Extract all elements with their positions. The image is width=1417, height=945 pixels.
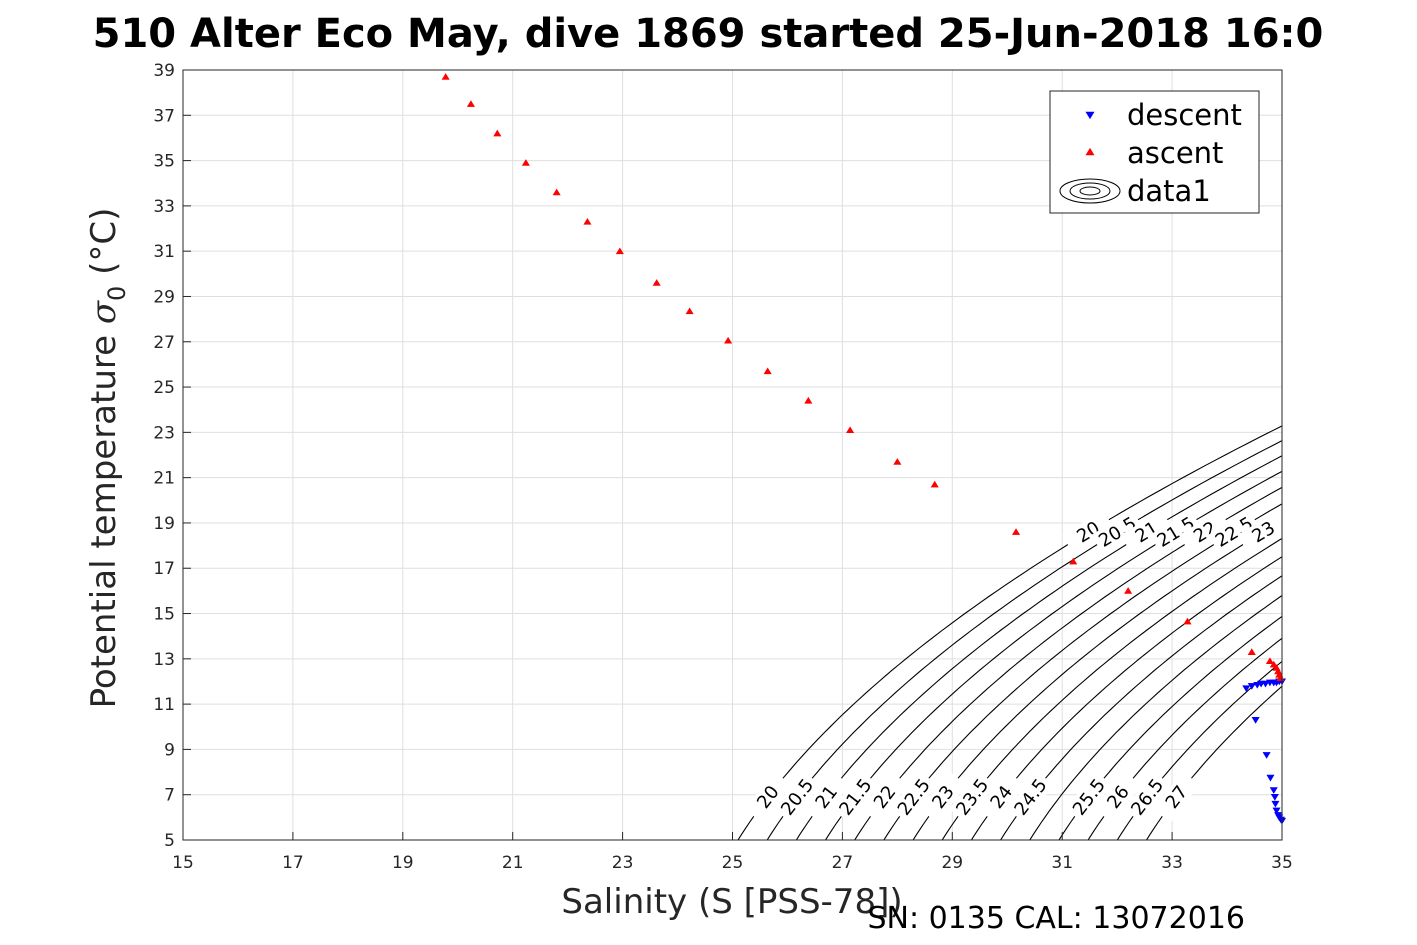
y-tick-label: 33 [153, 197, 175, 217]
y-tick-label: 13 [153, 650, 175, 670]
y-tick-label: 37 [153, 106, 175, 126]
ascent-point [1247, 648, 1256, 655]
isopycnal-line [912, 520, 1282, 840]
isopycnal-line [1029, 594, 1282, 840]
y-tick-label: 19 [153, 514, 175, 534]
x-tick-label: 29 [941, 853, 963, 873]
y-tick-label: 23 [153, 423, 175, 443]
density-contours [737, 425, 1282, 840]
legend-label-data1: data1 [1127, 174, 1211, 208]
ascent-point [521, 159, 530, 166]
ascent-point [1124, 587, 1133, 594]
ascent-point [466, 100, 475, 107]
isopycnal-line [766, 440, 1282, 840]
descent-point [1266, 774, 1275, 782]
descent-point [1247, 683, 1256, 690]
isopycnal-line [1087, 637, 1282, 840]
x-tick-label: 31 [1051, 853, 1073, 873]
legend-ascent-marker [1085, 147, 1095, 156]
contour-label: 23 [919, 771, 967, 823]
y-tick-label: 25 [153, 378, 175, 398]
ascent-point [1265, 657, 1274, 665]
y-tick-label: 35 [153, 152, 175, 172]
ascent-point [804, 396, 813, 404]
isopycnal-line [999, 575, 1282, 840]
y-tick-label: 9 [164, 740, 175, 760]
axis-ticks: 15 17 19 21 23 25 27 29 31 33 35579111315171921232… [153, 61, 1292, 873]
isopycnal-line [854, 486, 1282, 840]
legend-contour-icon [1059, 178, 1121, 204]
y-tick-label: 15 [153, 605, 175, 625]
descent-point [1271, 800, 1280, 808]
legend-label-descent: descent [1127, 98, 1242, 132]
y-tick-label: 29 [153, 287, 175, 307]
legend-label-ascent: ascent [1127, 136, 1223, 170]
ascent-point [893, 458, 902, 465]
ascent-point [441, 73, 450, 80]
descent-point [1269, 787, 1278, 794]
isopycnal-line [1145, 685, 1282, 840]
chart-title: 510 Alter Eco May, dive 1869 started 25-… [93, 11, 1324, 57]
isopycnal-line [941, 537, 1282, 840]
ascent-point [724, 336, 733, 344]
legend-descent-symbol [1085, 111, 1095, 120]
isopycnal-line [795, 455, 1282, 840]
y-tick-label: 11 [153, 695, 175, 715]
ascent-point [583, 218, 592, 225]
descent-point [1262, 752, 1271, 759]
ascent-point [652, 279, 661, 286]
ascent-point [1183, 617, 1192, 625]
legend-box [1049, 90, 1260, 214]
ascent-point [685, 307, 694, 315]
ascent-point [552, 188, 561, 196]
isopycnal-line [1116, 660, 1282, 840]
y-tick-label: 31 [153, 242, 175, 262]
x-axis-label: Salinity (S [PSS-78]) [561, 882, 902, 922]
x-tick-label: 27 [832, 853, 854, 873]
y-tick-label: 17 [153, 559, 175, 579]
x-tick-label: 23 [612, 853, 634, 873]
y-tick-label: 5 [164, 831, 175, 851]
descent-point [1261, 680, 1270, 688]
x-tick-label: 33 [1161, 853, 1183, 873]
y-tick-label: 7 [164, 786, 175, 806]
x-tick-label: 17 [282, 853, 304, 873]
ascent-point [930, 480, 939, 488]
data-points [441, 73, 1287, 825]
descent-point [1272, 807, 1281, 815]
isopycnal-line [883, 503, 1282, 840]
legend-ascent-symbol [1085, 147, 1095, 156]
x-tick-label: 25 [722, 853, 744, 873]
x-tick-label: 35 [1271, 853, 1293, 873]
ascent-point [1069, 557, 1078, 565]
isopycnal-line [737, 425, 1282, 840]
legend-descent-marker [1085, 111, 1095, 120]
x-tick-label: 15 [172, 853, 194, 873]
ascent-point [493, 129, 502, 137]
serial-calibration-label: SN: 0135 CAL: 13072016 [867, 901, 1245, 936]
legend: descent ascent data1 [1049, 90, 1260, 214]
ascent-point [1012, 528, 1021, 535]
descent-point [1251, 717, 1260, 724]
y-axis-label: Potential temperature σ0 (°C) [84, 208, 131, 709]
y-tick-label: 39 [153, 61, 175, 81]
y-tick-label: 21 [153, 469, 175, 489]
isopycnal-line [824, 470, 1282, 840]
ascent-point [846, 426, 855, 434]
ascent-point [763, 367, 772, 375]
ascent-point [1269, 660, 1278, 668]
isopycnal-line [970, 556, 1282, 840]
isopycnal-line [1058, 615, 1282, 840]
y-tick-label: 27 [153, 333, 175, 353]
x-tick-label: 19 [392, 853, 414, 873]
ascent-point [615, 247, 624, 255]
descent-point [1242, 685, 1251, 692]
descent-point [1270, 794, 1279, 801]
x-tick-label: 21 [502, 853, 524, 873]
